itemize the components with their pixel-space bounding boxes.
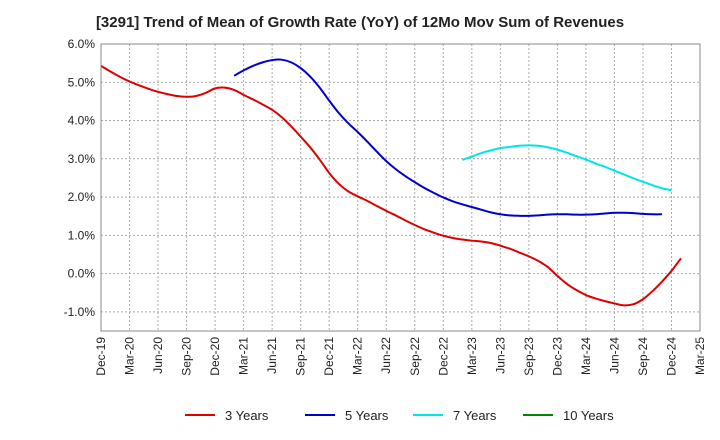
- y-tick-label: 1.0%: [68, 228, 96, 242]
- x-tick-label: Dec-22: [436, 337, 450, 376]
- x-tick-label: Mar-21: [237, 337, 251, 375]
- x-tick-label: Mar-24: [579, 337, 593, 375]
- legend: 3 Years 5 Years 7 Years 10 Years: [185, 408, 614, 423]
- x-tick-label: Mar-20: [123, 337, 137, 375]
- series-line-5-years: [233, 58, 662, 217]
- x-tick-label: Dec-23: [550, 337, 564, 376]
- y-tick-label: 5.0%: [68, 75, 96, 89]
- x-tick-label: Dec-20: [208, 337, 222, 376]
- series-lines: [100, 58, 682, 307]
- x-tick-label: Jun-22: [379, 337, 393, 374]
- x-tick-label: Jun-24: [607, 337, 621, 374]
- plot-frame: [100, 43, 701, 332]
- chart-title: [3291] Trend of Mean of Growth Rate (YoY…: [95, 14, 625, 31]
- x-tick-label: Mar-22: [351, 337, 365, 375]
- x-tick-label: Jun-21: [265, 337, 279, 374]
- x-tick-label: Dec-21: [322, 337, 336, 376]
- series-line-3-years: [100, 64, 682, 307]
- x-tick-label: Sep-24: [636, 337, 650, 376]
- x-axis: Dec-19 Mar-20 Jun-20 Sep-20 Dec-20 Mar-21 Jun-…: [94, 337, 707, 376]
- x-tick-label: Sep-21: [294, 337, 308, 376]
- x-tick-label: Jun-20: [151, 337, 165, 374]
- y-tick-label: 3.0%: [68, 152, 96, 166]
- x-tick-label: Sep-20: [180, 337, 194, 376]
- x-tick-label: Mar-25: [693, 337, 707, 375]
- x-tick-label: Dec-24: [664, 337, 678, 376]
- series-line-7-years: [461, 144, 672, 192]
- x-tick-label: Dec-19: [94, 337, 108, 376]
- x-tick-label: Sep-22: [408, 337, 422, 376]
- y-tick-label: 6.0%: [68, 37, 96, 51]
- legend-label-3-years: 3 Years: [225, 408, 269, 423]
- y-tick-label: -1.0%: [64, 305, 96, 319]
- y-tick-label: 2.0%: [68, 190, 96, 204]
- x-tick-label: Sep-23: [522, 337, 536, 376]
- legend-label-5-years: 5 Years: [345, 408, 389, 423]
- plot-area: [101, 44, 700, 331]
- y-axis: -1.0% 0.0% 1.0% 2.0% 3.0% 4.0% 5.0% 6.0%: [64, 37, 96, 319]
- legend-label-10-years: 10 Years: [563, 408, 614, 423]
- y-tick-label: 4.0%: [68, 114, 96, 128]
- x-tick-label: Mar-23: [465, 337, 479, 375]
- x-tick-label: Jun-23: [493, 337, 507, 374]
- legend-label-7-years: 7 Years: [453, 408, 497, 423]
- y-tick-label: 0.0%: [68, 267, 96, 281]
